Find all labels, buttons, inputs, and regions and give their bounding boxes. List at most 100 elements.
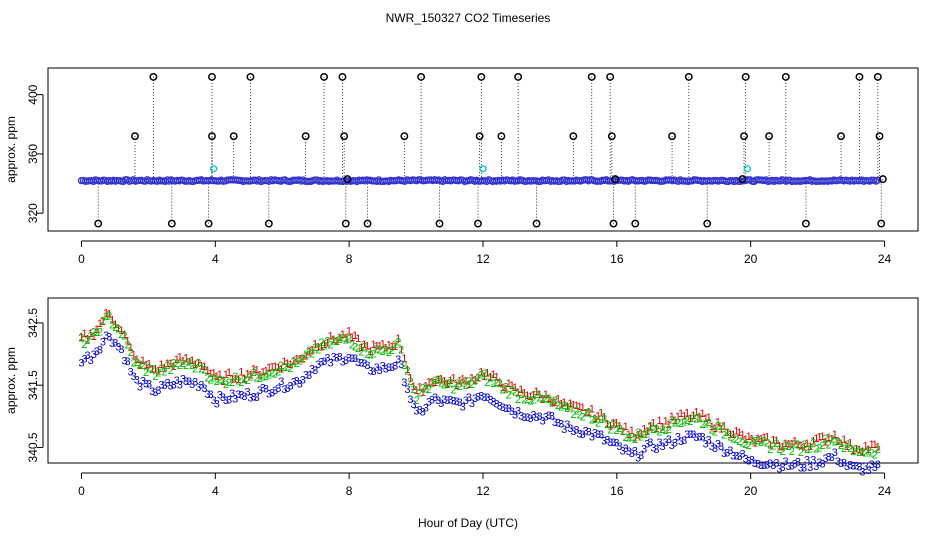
series-2-mark-24: 2 — [152, 371, 158, 383]
series-3-mark-37: 3 — [192, 377, 198, 389]
series-1-mark-73: 1 — [303, 350, 309, 362]
series-1-mark-98: 1 — [380, 338, 386, 350]
spike-point-45 — [343, 175, 352, 184]
series-2-mark-0: 2 — [78, 333, 84, 345]
series-2-mark-182: 2 — [638, 432, 644, 444]
series-2-mark-110: 2 — [417, 387, 423, 399]
series-1-mark-42: 1 — [208, 368, 214, 380]
series-1-mark-245: 1 — [832, 429, 838, 441]
series-1-mark-184: 1 — [644, 426, 650, 438]
spike-point-41 — [873, 72, 882, 81]
series-2-mark-164: 2 — [583, 407, 589, 419]
series-3-mark-146: 3 — [527, 413, 533, 425]
series-3-mark-4: 3 — [91, 349, 97, 361]
series-3-mark-55: 3 — [248, 393, 254, 405]
series-1-mark-251: 1 — [850, 445, 856, 457]
series-1-mark-185: 1 — [647, 421, 653, 433]
series-1-mark-160: 1 — [570, 400, 576, 412]
series-3-mark-102: 3 — [392, 360, 398, 372]
series-3-mark-62: 3 — [269, 387, 275, 399]
series-3-mark-3: 3 — [88, 355, 94, 367]
series-2-mark-246: 2 — [835, 436, 841, 448]
series-2-mark-117: 2 — [438, 378, 444, 390]
series-1-mark-174: 1 — [613, 417, 619, 429]
series-2-mark-55: 2 — [248, 371, 254, 383]
series-3-mark-163: 3 — [580, 429, 586, 441]
series-3-mark-53: 3 — [241, 391, 247, 403]
series-1-mark-202: 1 — [700, 408, 706, 420]
series-2-mark-258: 2 — [872, 449, 878, 461]
series-3-mark-1: 3 — [81, 353, 87, 365]
spike-point-19 — [474, 219, 482, 228]
series-1-mark-198: 1 — [687, 413, 693, 425]
series-1-mark-227: 1 — [776, 440, 782, 452]
series-1-mark-196: 1 — [681, 410, 687, 422]
series-1-mark-117: 1 — [438, 374, 444, 386]
series-2-mark-5: 2 — [94, 327, 100, 339]
series-2-mark-169: 2 — [598, 414, 604, 426]
series-1-mark-134: 1 — [490, 369, 496, 381]
series-3-mark-14: 3 — [121, 356, 127, 368]
series-1-mark-167: 1 — [592, 413, 598, 425]
series-1-mark-105: 1 — [401, 353, 407, 365]
series-3-mark-112: 3 — [423, 402, 429, 414]
series-2-mark-185: 2 — [647, 421, 653, 433]
series-2-mark-254: 2 — [859, 447, 865, 459]
series-1-mark-244: 1 — [829, 433, 835, 445]
series-3-mark-222: 3 — [761, 460, 767, 472]
spike-point-18 — [435, 219, 444, 228]
series-1-mark-207: 1 — [715, 416, 721, 428]
reference-point-1 — [479, 165, 487, 173]
series-3-mark-170: 3 — [601, 435, 607, 447]
series-2-mark-175: 2 — [616, 423, 622, 435]
series-3-mark-218: 3 — [749, 454, 755, 466]
x-tick-label-0-4: 16 — [610, 252, 624, 266]
series-1-mark-112: 1 — [423, 381, 429, 393]
series-1-mark-75: 1 — [309, 345, 315, 357]
series-1-mark-8: 1 — [103, 308, 109, 320]
series-1-mark-127: 1 — [469, 372, 475, 384]
series-3-mark-173: 3 — [610, 437, 616, 449]
series-2-mark-107: 2 — [407, 376, 413, 388]
baseline-point-399 — [874, 176, 882, 184]
series-2-mark-143: 2 — [518, 389, 524, 401]
series-3-mark-85: 3 — [340, 357, 346, 369]
series-3-mark-105: 3 — [401, 377, 407, 389]
series-1-mark-144: 1 — [521, 388, 527, 400]
series-3-mark-225: 3 — [770, 460, 776, 472]
series-1-mark-45: 1 — [217, 369, 223, 381]
series-2-mark-177: 2 — [623, 432, 629, 444]
series-1-mark-48: 1 — [226, 367, 232, 379]
series-2-mark-186: 2 — [650, 424, 656, 436]
series-2-mark-91: 2 — [358, 346, 364, 358]
series-2-mark-197: 2 — [684, 415, 690, 427]
series-1-mark-222: 1 — [761, 432, 767, 444]
series-3-mark-132: 3 — [484, 392, 490, 404]
series-2-mark-86: 2 — [343, 334, 349, 346]
series-1-mark-256: 1 — [866, 444, 872, 456]
series-2-mark-228: 2 — [779, 446, 785, 458]
series-2-mark-162: 2 — [577, 410, 583, 422]
series-2-mark-12: 2 — [115, 323, 121, 335]
series-2-mark-189: 2 — [660, 424, 666, 436]
series-3-mark-46: 3 — [220, 392, 226, 404]
series-3-mark-255: 3 — [862, 461, 868, 473]
series-2-mark-184: 2 — [644, 428, 650, 440]
series-1-mark-214: 1 — [736, 427, 742, 439]
spike-point-9 — [264, 219, 273, 228]
series-3-mark-204: 3 — [706, 434, 712, 446]
spike-point-13 — [340, 132, 349, 141]
series-2-mark-256: 2 — [866, 446, 872, 458]
x-tick-label-1-0: 0 — [78, 484, 85, 498]
series-1-mark-11: 1 — [112, 319, 118, 331]
series-2-mark-167: 2 — [592, 414, 598, 426]
series-3-mark-158: 3 — [564, 419, 570, 431]
series-1-mark-139: 1 — [506, 378, 512, 390]
series-2-mark-251: 2 — [850, 446, 856, 458]
series-3-mark-12: 3 — [115, 341, 121, 353]
series-1-mark-29: 1 — [168, 358, 174, 370]
series-3-mark-69: 3 — [291, 377, 297, 389]
series-1-mark-3: 1 — [88, 328, 94, 340]
series-2-mark-118: 2 — [441, 379, 447, 391]
series-3-mark-215: 3 — [739, 449, 745, 461]
